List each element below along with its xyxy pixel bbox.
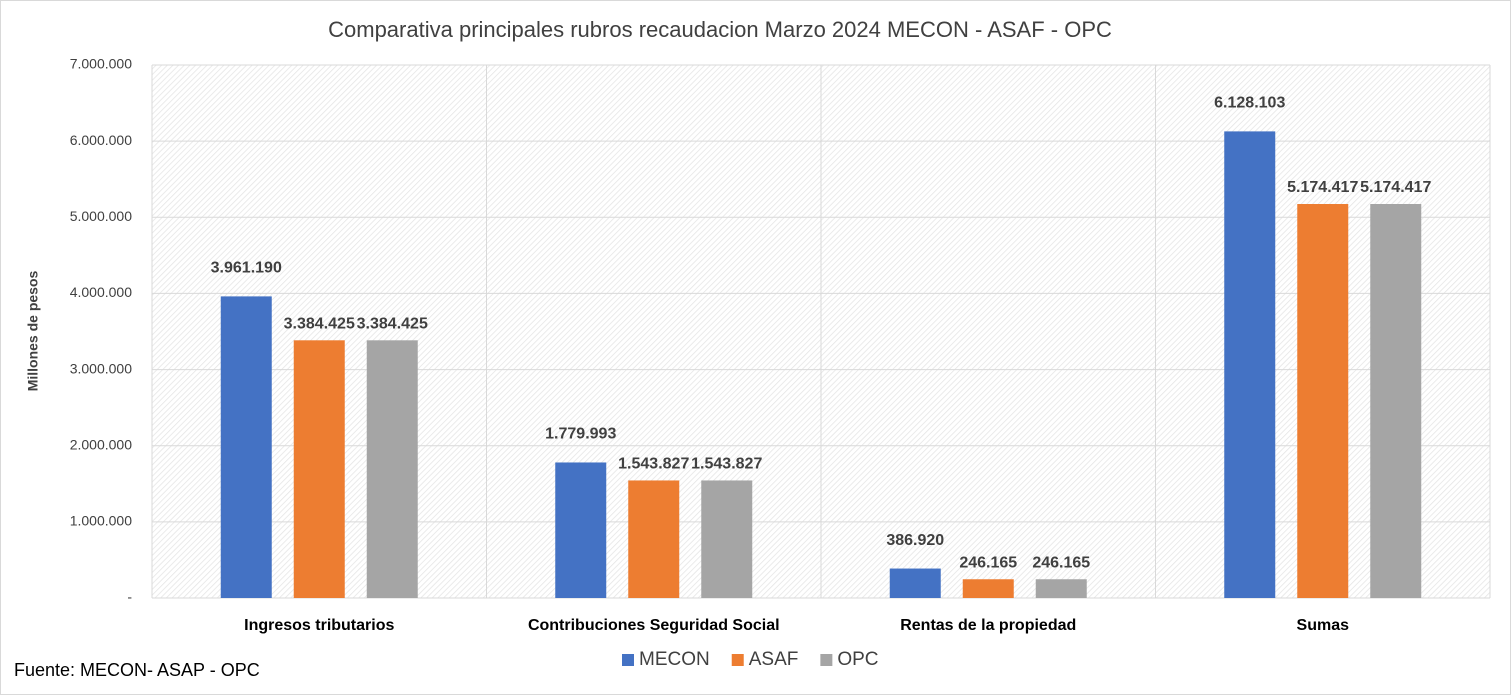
bar [962,579,1014,598]
x-tick-label: Sumas [1297,617,1350,634]
x-tick-label: Contribuciones Seguridad Social [528,617,780,634]
x-tick-label: Rentas de la propiedad [900,617,1076,634]
data-label: 386.920 [886,532,944,549]
bar [1297,204,1349,598]
bar [628,480,680,598]
bar [1035,579,1087,598]
bar [220,296,272,598]
chart-title: Comparativa principales rubros recaudaci… [328,17,1112,42]
y-axis-title: Millones de pesos [25,270,41,391]
y-tick-label: 7.000.000 [70,56,132,72]
y-tick-label: - [127,589,132,605]
bar [293,340,345,598]
legend-swatch [820,654,833,666]
y-tick-label: 2.000.000 [70,436,132,452]
legend-label: MECON [639,649,710,670]
bar [1370,204,1422,598]
y-tick-label: 3.000.000 [70,360,132,376]
data-label: 6.128.103 [1214,95,1285,112]
bar [366,340,418,598]
data-label: 1.543.827 [691,456,762,473]
data-label: 1.543.827 [618,456,689,473]
x-tick-label: Ingresos tributarios [244,617,394,634]
y-tick-label: 6.000.000 [70,132,132,148]
data-label: 246.165 [1032,554,1090,571]
bar [701,480,753,598]
data-label: 3.961.190 [211,260,282,277]
legend-label: ASAF [749,649,799,670]
data-label: 3.384.425 [357,316,428,333]
y-tick-label: 1.000.000 [70,513,132,529]
y-tick-label: 5.000.000 [70,208,132,224]
data-label: 3.384.425 [284,316,355,333]
data-label: 5.174.417 [1287,179,1358,196]
y-tick-label: 4.000.000 [70,284,132,300]
legend-swatch [622,654,634,666]
data-label: 246.165 [959,554,1017,571]
legend-swatch [731,654,744,666]
legend-label: OPC [837,649,878,670]
source-note: Fuente: MECON- ASAP - OPC [14,660,260,680]
data-label: 1.779.993 [545,426,616,443]
bar [889,568,941,598]
bar [555,462,607,598]
bar [1224,131,1276,598]
data-label: 5.174.417 [1360,179,1431,196]
